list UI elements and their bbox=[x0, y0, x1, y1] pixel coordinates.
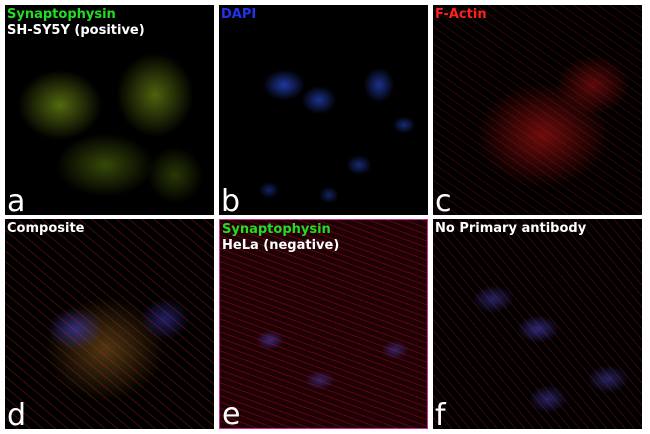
stain-label: No Primary antibody bbox=[435, 221, 587, 236]
stain-label: Composite bbox=[7, 221, 85, 236]
panel-letter: c bbox=[435, 184, 452, 216]
panel-b-dapi: DAPI b bbox=[219, 5, 428, 215]
micrograph-image bbox=[433, 219, 642, 429]
stain-label: Synaptophysin bbox=[222, 222, 331, 237]
micrograph-image bbox=[5, 219, 214, 429]
micrograph-image bbox=[219, 5, 428, 215]
panel-letter: f bbox=[435, 398, 446, 430]
panel-c-f-actin: F-Actin c bbox=[433, 5, 642, 215]
panel-a-synaptophysin-sh-sy5y: Synaptophysin SH-SY5Y (positive) a bbox=[5, 5, 214, 215]
panel-letter: d bbox=[7, 398, 27, 430]
stain-label: F-Actin bbox=[435, 7, 487, 22]
stain-label: Synaptophysin bbox=[7, 7, 116, 22]
panel-letter: b bbox=[221, 184, 241, 216]
stain-label: DAPI bbox=[221, 7, 257, 22]
cell-line-label: SH-SY5Y (positive) bbox=[7, 23, 145, 38]
panel-letter: e bbox=[222, 397, 241, 429]
cell-line-label: HeLa (negative) bbox=[222, 238, 340, 253]
panel-d-composite: Composite d bbox=[5, 219, 214, 429]
panel-e-synaptophysin-hela: Synaptophysin HeLa (negative) e bbox=[219, 219, 428, 429]
micrograph-image bbox=[433, 5, 642, 215]
micrograph-image bbox=[5, 5, 214, 215]
panel-letter: a bbox=[7, 184, 26, 216]
micrograph-image bbox=[220, 220, 427, 428]
panel-f-no-primary: No Primary antibody f bbox=[433, 219, 642, 429]
